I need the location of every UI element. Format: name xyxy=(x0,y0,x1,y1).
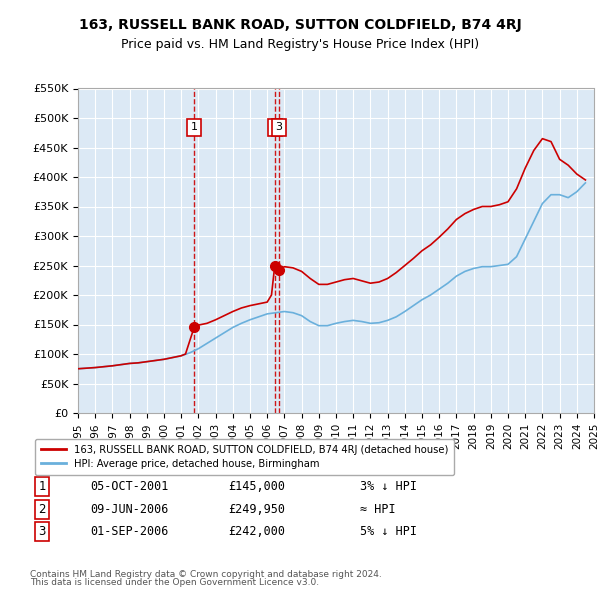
Text: 163, RUSSELL BANK ROAD, SUTTON COLDFIELD, B74 4RJ: 163, RUSSELL BANK ROAD, SUTTON COLDFIELD… xyxy=(79,18,521,32)
Text: ≈ HPI: ≈ HPI xyxy=(360,503,395,516)
Text: 09-JUN-2006: 09-JUN-2006 xyxy=(90,503,169,516)
Text: 2: 2 xyxy=(271,123,278,132)
Text: 1: 1 xyxy=(191,123,197,132)
Text: This data is licensed under the Open Government Licence v3.0.: This data is licensed under the Open Gov… xyxy=(30,578,319,587)
Legend: 163, RUSSELL BANK ROAD, SUTTON COLDFIELD, B74 4RJ (detached house), HPI: Average: 163, RUSSELL BANK ROAD, SUTTON COLDFIELD… xyxy=(35,438,454,474)
Text: 3% ↓ HPI: 3% ↓ HPI xyxy=(360,480,417,493)
Text: Contains HM Land Registry data © Crown copyright and database right 2024.: Contains HM Land Registry data © Crown c… xyxy=(30,571,382,579)
Text: £249,950: £249,950 xyxy=(228,503,285,516)
Text: 3: 3 xyxy=(38,525,46,538)
Text: 1: 1 xyxy=(38,480,46,493)
Text: 3: 3 xyxy=(275,123,282,132)
Text: £145,000: £145,000 xyxy=(228,480,285,493)
Text: 05-OCT-2001: 05-OCT-2001 xyxy=(90,480,169,493)
Text: 01-SEP-2006: 01-SEP-2006 xyxy=(90,525,169,538)
Text: 2: 2 xyxy=(38,503,46,516)
Text: £242,000: £242,000 xyxy=(228,525,285,538)
Text: 5% ↓ HPI: 5% ↓ HPI xyxy=(360,525,417,538)
Text: Price paid vs. HM Land Registry's House Price Index (HPI): Price paid vs. HM Land Registry's House … xyxy=(121,38,479,51)
